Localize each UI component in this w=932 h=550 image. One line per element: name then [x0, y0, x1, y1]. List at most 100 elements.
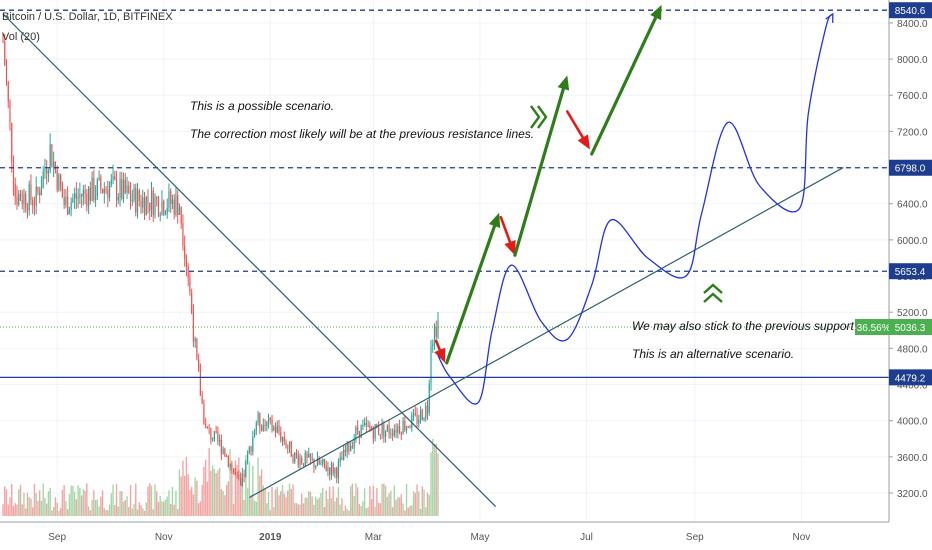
resistance-trendline[interactable] — [2, 13, 497, 507]
candle-body — [262, 424, 264, 431]
price-level-label-0: 8540.6 — [895, 6, 926, 17]
candle-body — [388, 425, 390, 434]
price-tick-label-11: 7600.0 — [897, 91, 928, 102]
candle-body — [336, 468, 338, 478]
volume-bar — [157, 501, 160, 516]
red-arrow-0[interactable] — [434, 339, 446, 363]
volume-bar — [26, 492, 29, 516]
red-arrow-2-head — [504, 240, 516, 256]
volume-bar — [280, 491, 282, 516]
candle-body — [61, 186, 63, 198]
volume-bar — [381, 484, 383, 516]
volume-bar — [170, 503, 172, 516]
candle-body — [405, 426, 408, 431]
candle-body — [400, 432, 402, 435]
volume-bar — [84, 490, 86, 516]
volume-bar — [66, 509, 69, 516]
red-arrow-2[interactable] — [499, 215, 516, 256]
volume-bar — [425, 507, 427, 516]
volume-bar — [5, 489, 8, 516]
red-arrow-4[interactable] — [565, 110, 590, 150]
candle-body — [348, 442, 350, 452]
candle-body — [21, 200, 23, 204]
volume-bar — [301, 493, 303, 516]
volume-bar — [302, 503, 305, 516]
volume-bar — [374, 506, 376, 516]
candle-body — [346, 442, 348, 453]
candle-body — [58, 174, 60, 190]
candle-body — [5, 64, 8, 82]
volume-bar — [33, 483, 36, 516]
candle-body — [198, 359, 200, 372]
current-price-marker: -36.56% 5036.3 — [853, 318, 932, 335]
volume-bar — [100, 496, 102, 516]
volume-bar — [4, 486, 6, 516]
volume-bar — [145, 502, 147, 516]
candle-body — [122, 179, 125, 200]
volume-bar — [131, 508, 133, 516]
green-arrow-5[interactable] — [590, 4, 662, 156]
volume-bar — [379, 503, 382, 516]
red-arrow-0-shaft — [434, 339, 442, 352]
green-arrow-1-head — [488, 212, 501, 228]
volume-bar — [339, 504, 341, 516]
volume-bar — [58, 510, 60, 516]
annotation-top: This is a possible scenario. The correct… — [190, 99, 534, 141]
volume-bar — [187, 474, 189, 516]
candle-body — [433, 327, 436, 344]
volume-bar — [295, 503, 298, 516]
candle-body — [182, 223, 184, 246]
volume-bar — [264, 488, 266, 516]
candle-body — [199, 371, 202, 396]
price-tick-label-5: 5200.0 — [897, 308, 928, 319]
scenario-drawings — [434, 4, 834, 405]
candle-body — [75, 193, 77, 199]
time-tick-label-7: Nov — [792, 532, 810, 543]
green-arrow-1[interactable] — [445, 212, 501, 365]
volume-bar — [409, 505, 411, 516]
volume-bar — [21, 504, 23, 516]
red-arrow-4-head — [577, 134, 590, 150]
volume-bar — [208, 448, 210, 516]
price-level-badge-0 — [889, 2, 932, 19]
volume-bar — [259, 475, 261, 516]
volume-bar — [107, 510, 109, 516]
candle-body — [404, 421, 406, 431]
candle-body — [142, 197, 144, 208]
candle-body — [129, 193, 132, 201]
volume-bar — [80, 495, 83, 516]
candle-body — [98, 177, 100, 180]
candle-body — [32, 199, 34, 206]
volume-bar — [325, 490, 327, 516]
volume-bar — [163, 501, 165, 516]
green-arrow-3[interactable] — [513, 75, 570, 257]
support-trendline[interactable] — [249, 167, 844, 499]
volume-bar — [269, 510, 271, 516]
volume-bar — [360, 506, 362, 516]
alternative-scenario-curve[interactable] — [437, 13, 834, 405]
candle-body — [154, 197, 156, 216]
annotation-bottom: We may also stick to the previous suppor… — [632, 319, 879, 361]
candle-body — [236, 474, 238, 476]
chevron-up-2-icon — [703, 292, 723, 303]
candle-body — [168, 191, 170, 208]
volume-bar — [222, 490, 224, 516]
candle-body — [28, 184, 30, 211]
volume-indicator-label[interactable]: Vol (20) — [2, 31, 40, 43]
candle-body — [103, 188, 105, 193]
volume-bar — [362, 501, 364, 516]
volume-bar — [404, 510, 406, 516]
candle-body — [288, 441, 291, 448]
candle-body — [297, 455, 299, 466]
volume-bar — [63, 484, 65, 516]
volume-bar — [369, 486, 371, 516]
candle-body — [362, 424, 364, 426]
volume-bar — [14, 503, 16, 516]
candle-body — [229, 463, 231, 467]
candle-body — [360, 425, 362, 438]
volume-bar — [68, 494, 71, 516]
candle-body — [364, 423, 366, 425]
candle-body — [210, 428, 212, 440]
candle-body — [250, 446, 252, 452]
